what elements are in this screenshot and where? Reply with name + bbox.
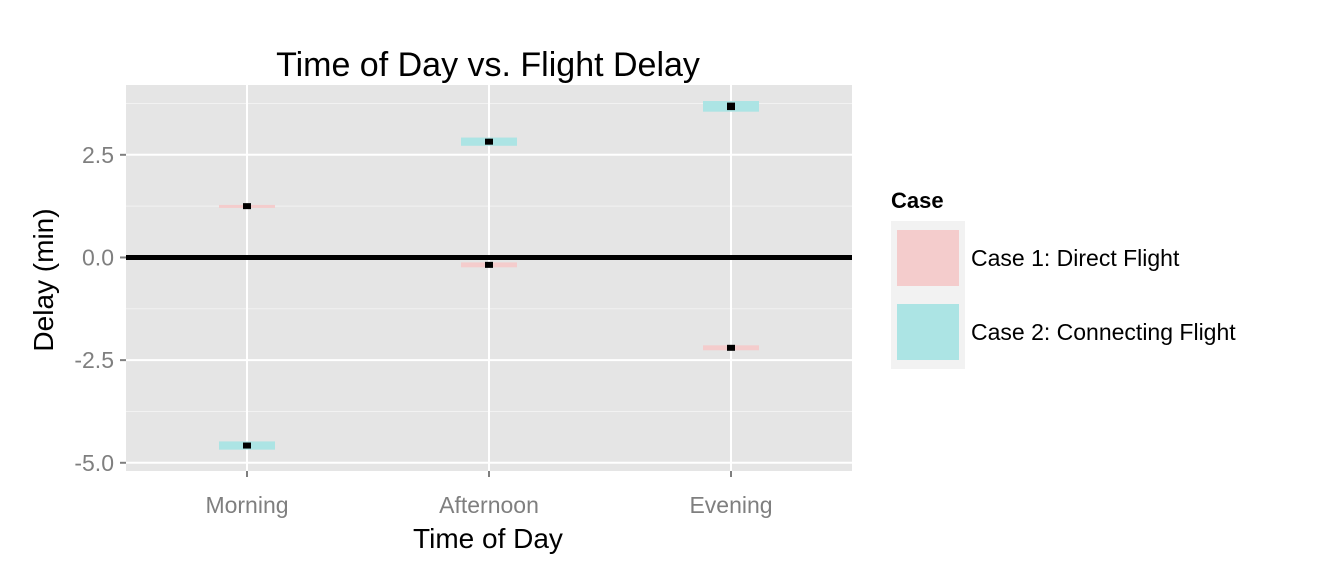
point-marker [727, 344, 735, 351]
x-tick-label: Morning [205, 492, 288, 518]
point-marker [243, 203, 251, 210]
point-marker [727, 102, 735, 111]
legend-title: Case [891, 188, 944, 213]
plot-panel [126, 85, 852, 471]
legend-swatch [897, 304, 959, 360]
chart-title: Time of Day vs. Flight Delay [276, 46, 700, 84]
legend-label: Case 1: Direct Flight [971, 245, 1180, 271]
x-axis-title: Time of Day [413, 523, 563, 554]
x-tick-label: Afternoon [439, 492, 539, 518]
y-tick-label: 2.5 [82, 142, 114, 168]
data-marks [126, 101, 852, 450]
y-tick-label: 0.0 [82, 244, 114, 270]
legend-swatch [897, 230, 959, 286]
legend-label: Case 2: Connecting Flight [971, 319, 1236, 345]
point-marker [485, 261, 493, 268]
point-marker [485, 138, 493, 145]
y-tick-label: -2.5 [74, 347, 114, 373]
x-tick-label: Evening [689, 492, 772, 518]
y-axis-title: Delay (min) [28, 208, 59, 351]
y-tick-label: -5.0 [74, 450, 114, 476]
axes: -5.0 -2.5 0.0 2.5 Morning Afternoon Evening [74, 142, 772, 518]
legend: Case Case 1: Direct Flight Case 2: Connec… [891, 188, 1236, 369]
point-marker [243, 442, 251, 449]
